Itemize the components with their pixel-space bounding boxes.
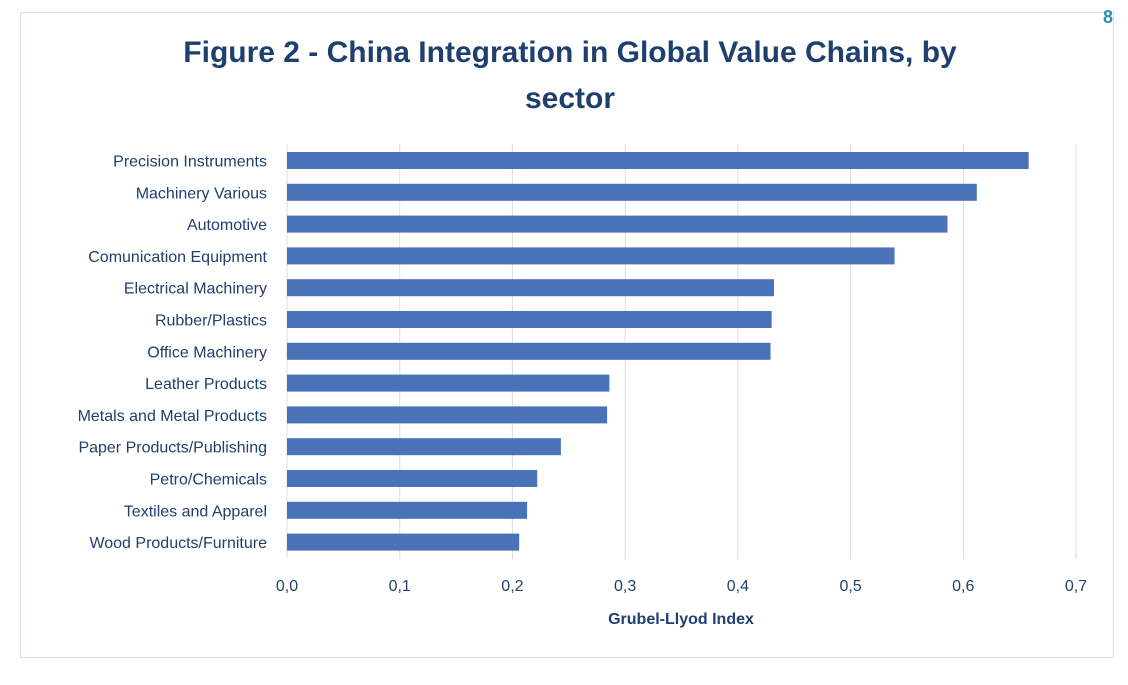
x-tick-label: 0,3 (614, 578, 636, 595)
x-tick-labels: 0,0 0,1 0,2 0,3 0,4 0,5 0,6 0,7 (276, 578, 1087, 595)
category-label: Comunication Equipment (88, 249, 267, 266)
chart-title-line2: sector (524, 82, 616, 115)
bar (287, 215, 948, 233)
x-tick-label: 0,2 (501, 578, 523, 595)
x-tick-label: 0,4 (727, 578, 749, 595)
category-label: Wood Products/Furniture (89, 535, 267, 552)
bar (287, 311, 772, 328)
category-labels: Precision Instruments Machinery Various Au… (78, 154, 268, 553)
bar (287, 501, 528, 519)
category-label: Paper Products/Publishing (78, 440, 267, 457)
category-label: Leather Products (145, 376, 267, 393)
chart-frame: 8 (20, 7, 1114, 658)
x-tick-label: 0,1 (389, 578, 411, 595)
bar (287, 470, 538, 487)
category-label: Automotive (187, 217, 267, 234)
bar (287, 342, 771, 360)
x-tick-label: 0,7 (1065, 578, 1087, 595)
chart-title-line1: Figure 2 - China Integration in Global V… (183, 36, 957, 69)
x-tick-label: 0,5 (839, 578, 861, 595)
bars (287, 152, 1029, 551)
category-label: Metals and Metal Products (78, 408, 267, 425)
chart-title: Figure 2 - China Integration in Global V… (120, 30, 1020, 122)
bar (287, 279, 774, 297)
bar (287, 533, 520, 551)
category-label: Electrical Machinery (124, 281, 267, 298)
bar (287, 374, 610, 392)
bar (287, 406, 608, 424)
category-label: Rubber/Plastics (155, 313, 267, 330)
x-axis-label: Grubel-Llyod Index (608, 611, 754, 628)
bar (287, 438, 561, 456)
bar (287, 247, 895, 265)
category-label: Textiles and Apparel (124, 503, 267, 520)
category-label: Machinery Various (136, 185, 267, 202)
category-label: Office Machinery (147, 344, 267, 361)
x-tick-label: 0,6 (952, 578, 974, 595)
category-label: Petro/Chemicals (150, 472, 267, 489)
category-label: Precision Instruments (113, 154, 267, 171)
bar (287, 183, 977, 201)
bar (287, 152, 1029, 169)
corner-mark: 8 (1102, 7, 1113, 27)
x-tick-label: 0,0 (276, 578, 298, 595)
